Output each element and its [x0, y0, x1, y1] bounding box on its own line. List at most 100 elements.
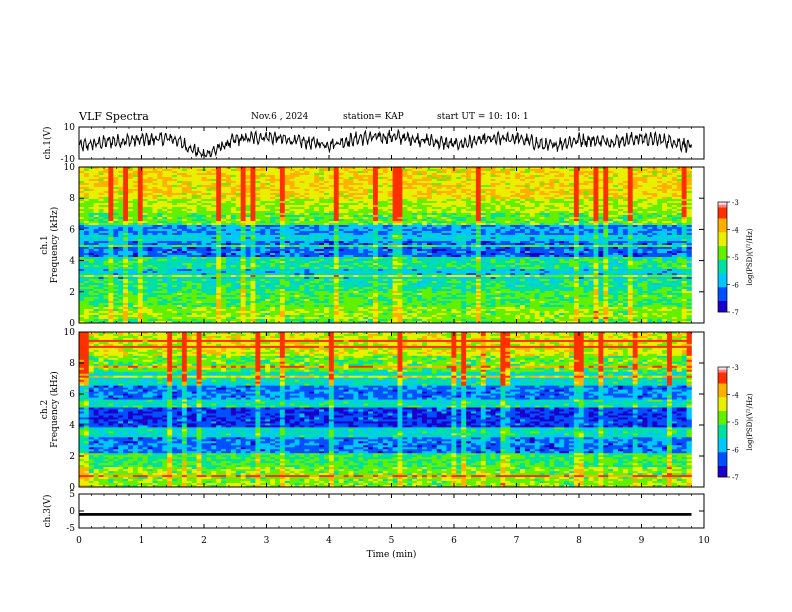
heat-cell: [290, 181, 295, 183]
heat-cell: [388, 171, 393, 173]
heat-cell: [657, 177, 662, 179]
heat-cell: [334, 187, 339, 189]
heat-cell: [638, 173, 643, 175]
heat-cell: [535, 179, 540, 181]
heat-cell: [290, 195, 295, 197]
heat-cell: [623, 195, 628, 197]
heat-cell: [598, 185, 603, 187]
heat-cell: [633, 183, 638, 185]
heat-cell: [231, 187, 236, 189]
heat-cell: [623, 187, 628, 189]
heat-cell: [647, 185, 652, 187]
heat-cell: [108, 175, 113, 177]
heat-cell: [447, 195, 452, 197]
heat-cell: [290, 193, 295, 195]
heat-cell: [491, 173, 496, 175]
heat-cell: [559, 181, 564, 183]
heat-cell: [466, 181, 471, 183]
heat-cell: [265, 169, 270, 171]
heat-cell: [378, 169, 383, 171]
heat-cell: [84, 183, 89, 185]
heat-cell: [241, 197, 246, 199]
heat-cell: [177, 169, 182, 171]
heat-cell: [319, 171, 324, 173]
heat-cell: [226, 169, 231, 171]
heat-cell: [505, 191, 510, 193]
heat-cell: [167, 179, 172, 181]
heat-cell: [388, 183, 393, 185]
heat-cell: [598, 173, 603, 175]
heat-cell: [393, 193, 398, 195]
heat-cell: [652, 183, 657, 185]
heat-cell: [471, 189, 476, 191]
heat-cell: [525, 179, 530, 181]
heat-cell: [182, 185, 187, 187]
heat-cell: [133, 175, 138, 177]
heat-cell: [128, 169, 133, 171]
heat-cell: [206, 175, 211, 177]
heat-cell: [211, 185, 216, 187]
heat-cell: [167, 169, 172, 171]
heat-cell: [329, 179, 334, 181]
heat-cell: [515, 189, 520, 191]
heat-cell: [167, 193, 172, 195]
heat-cell: [554, 175, 559, 177]
heat-cell: [353, 185, 358, 187]
heat-cell: [138, 181, 143, 183]
heat-cell: [231, 195, 236, 197]
heat-cell: [535, 187, 540, 189]
heat-cell: [260, 179, 265, 181]
heat-cell: [79, 179, 84, 181]
heat-cell: [285, 197, 290, 199]
heat-cell: [157, 173, 162, 175]
heat-cell: [618, 193, 623, 195]
heat-cell: [319, 181, 324, 183]
heat-cell: [275, 195, 280, 197]
heat-cell: [461, 171, 466, 173]
heat-cell: [265, 191, 270, 193]
heat-cell: [334, 183, 339, 185]
heat-cell: [187, 187, 192, 189]
heat-cell: [167, 173, 172, 175]
heat-cell: [687, 173, 692, 175]
heat-cell: [300, 179, 305, 181]
heat-cell: [79, 173, 84, 175]
heat-cell: [579, 195, 584, 197]
heat-cell: [79, 185, 84, 187]
heat-cell: [427, 173, 432, 175]
heat-cell: [211, 169, 216, 171]
heat-cell: [398, 171, 403, 173]
heat-cell: [530, 175, 535, 177]
heat-cell: [300, 173, 305, 175]
heat-cell: [138, 171, 143, 173]
heat-cell: [349, 173, 354, 175]
heat-cell: [255, 195, 260, 197]
heat-cell: [172, 197, 177, 199]
heat-cell: [216, 191, 221, 193]
heat-cell: [319, 169, 324, 171]
heat-cell: [603, 193, 608, 195]
heat-cell: [402, 187, 407, 189]
heat-cell: [226, 179, 231, 181]
heat-cell: [202, 181, 207, 183]
heat-cell: [104, 169, 109, 171]
heat-cell: [589, 173, 594, 175]
heat-cell: [197, 195, 202, 197]
heat-cell: [280, 177, 285, 179]
heat-cell: [79, 193, 84, 195]
heat-cell: [398, 185, 403, 187]
heat-cell: [579, 191, 584, 193]
heat-cell: [285, 189, 290, 191]
heat-cell: [172, 179, 177, 181]
heat-cell: [162, 175, 167, 177]
heat-cell: [295, 197, 300, 199]
heat-cell: [682, 191, 687, 193]
heat-cell: [295, 177, 300, 179]
heat-cell: [427, 175, 432, 177]
heat-cell: [559, 169, 564, 171]
heat-cell: [206, 173, 211, 175]
heat-cell: [520, 195, 525, 197]
heat-cell: [309, 193, 314, 195]
heat-cell: [564, 171, 569, 173]
heat-cell: [652, 185, 657, 187]
